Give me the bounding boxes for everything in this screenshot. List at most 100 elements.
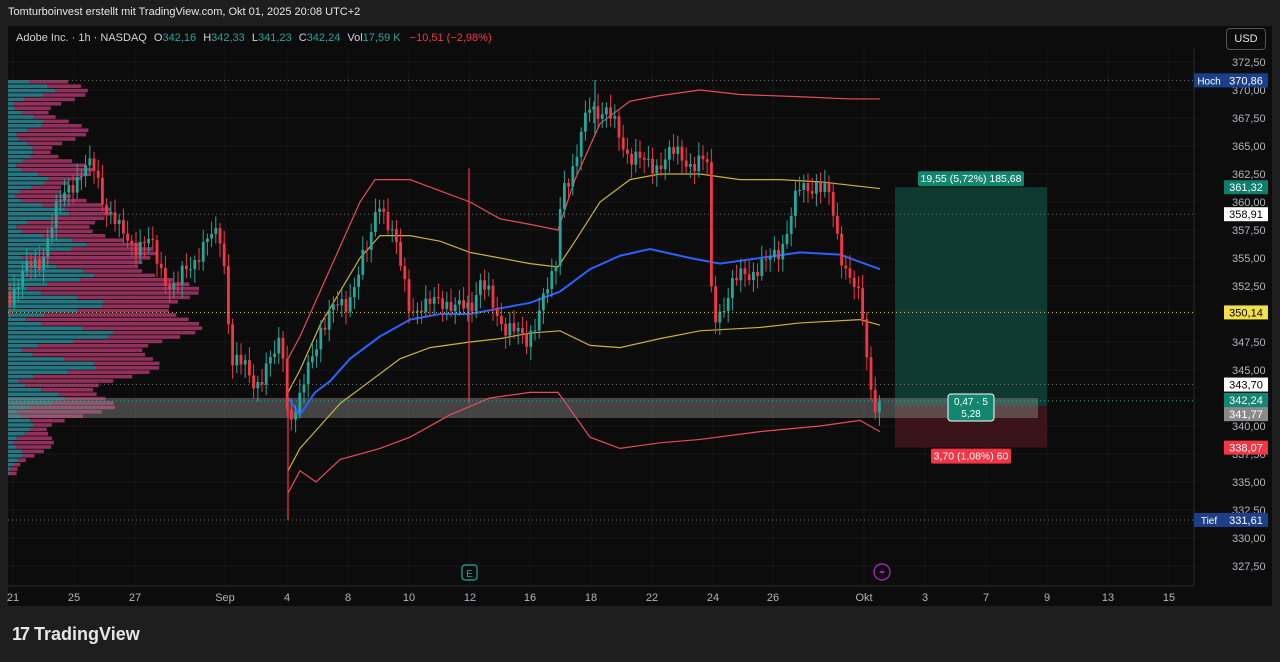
candle-body (416, 310, 419, 312)
volume-profile-up (8, 84, 48, 88)
time-tick-label: 25 (68, 592, 80, 604)
entry-price-text: 341,77 (1229, 409, 1263, 421)
volume-profile-up (8, 203, 43, 207)
low-value: 341,23 (257, 32, 292, 44)
volume-profile-down (93, 361, 160, 366)
volume-profile-up (8, 374, 34, 379)
candle-body (785, 233, 789, 244)
volume-profile-up (8, 440, 13, 445)
risk-reward-box[interactable] (947, 393, 995, 422)
candle-body (794, 190, 797, 217)
candle-body (323, 327, 327, 330)
target-price-tag (1224, 180, 1268, 195)
volume-profile-down (21, 414, 84, 418)
volume-profile-up (8, 154, 31, 159)
volume-profile-up (8, 361, 94, 366)
volume-profile-down (21, 348, 143, 352)
volume-profile-down (41, 124, 82, 128)
candle-body (672, 147, 675, 154)
candle-body (134, 243, 138, 256)
target-info-box[interactable] (918, 171, 1024, 187)
tradingview-logo: 17 TradingView (12, 624, 140, 645)
level-350-tag (1224, 305, 1268, 320)
earnings-icon[interactable] (461, 564, 478, 581)
candle-body (109, 212, 113, 214)
target-zone[interactable] (895, 187, 1047, 407)
candle-body (101, 177, 104, 205)
volume-profile-up (8, 427, 31, 432)
upper-band-red (287, 89, 880, 360)
candle-body (151, 238, 155, 241)
candle-body (756, 271, 759, 276)
volume-profile-up (8, 207, 66, 212)
dividend-lightning-icon[interactable] (873, 563, 891, 581)
volume-profile-down (16, 436, 52, 440)
volume-profile-up (8, 132, 17, 137)
volume-profile-up (8, 458, 19, 462)
candle-body (235, 354, 239, 366)
time-tick-label: 15 (1163, 592, 1175, 604)
candle-body (273, 353, 276, 358)
volume-profile-down (77, 308, 169, 313)
volume-profile-up (8, 370, 68, 374)
price-tick-label: 340,00 (1232, 421, 1266, 433)
volume-profile-up (8, 225, 17, 229)
candle-body (159, 263, 163, 269)
volume-profile-down (23, 97, 75, 102)
volume-profile-down (18, 379, 114, 383)
volume-profile-down (94, 273, 155, 278)
volume-profile-up (8, 366, 97, 370)
candle-body (462, 300, 465, 309)
stop-info-box[interactable] (931, 448, 1011, 464)
volume-profile-up (8, 216, 51, 220)
volume-profile-up (8, 467, 10, 471)
candle-body (483, 280, 486, 290)
volume-profile-up (8, 454, 24, 458)
candle-body (197, 260, 201, 262)
volume-profile-down (40, 251, 156, 256)
candle-body (306, 362, 310, 385)
candle-body (525, 333, 528, 347)
candle-body (458, 300, 461, 305)
candle-body (277, 337, 281, 354)
volume-profile-up (8, 176, 49, 181)
currency-button[interactable]: USD (1226, 28, 1266, 50)
volume-profile-down (33, 150, 51, 154)
change-value: −10,51 (−2,98%) (409, 32, 492, 44)
candle-body (21, 271, 24, 288)
candle-body (403, 266, 407, 280)
candle-body (155, 240, 159, 264)
volume-profile-up (8, 317, 27, 322)
candle-body (260, 382, 264, 385)
volume-profile-up (8, 163, 17, 168)
volume-profile-up (8, 194, 15, 198)
time-tick-label: 13 (1102, 592, 1114, 604)
volume-profile-up (8, 388, 42, 392)
time-tick-label: 9 (1044, 592, 1050, 604)
candle-body (865, 319, 869, 358)
symbol-name[interactable]: Adobe Inc. · 1h · NASDAQ (16, 32, 147, 44)
volume-profile-down (23, 454, 35, 458)
candle-body (836, 215, 839, 234)
volume-profile-down (47, 84, 81, 88)
volume-profile-up (8, 190, 21, 194)
candle-body (290, 409, 293, 420)
volume-profile-down (27, 286, 200, 291)
volume-profile-down (41, 388, 94, 392)
volume-profile-down (27, 220, 95, 225)
candle-body (495, 307, 499, 316)
candle-body (420, 310, 423, 312)
volume-profile-down (20, 198, 87, 203)
volume-profile-up (8, 102, 14, 106)
candle-body (831, 192, 835, 216)
candle-body (579, 131, 583, 157)
chart-frame[interactable] (8, 26, 1272, 606)
candle-body (449, 301, 453, 312)
candle-body (848, 268, 852, 278)
volume-profile-up (8, 273, 95, 278)
volume-profile-up (8, 445, 17, 449)
candle-body (25, 260, 29, 272)
candle-body (88, 158, 92, 166)
volume-profile-down (79, 278, 173, 282)
